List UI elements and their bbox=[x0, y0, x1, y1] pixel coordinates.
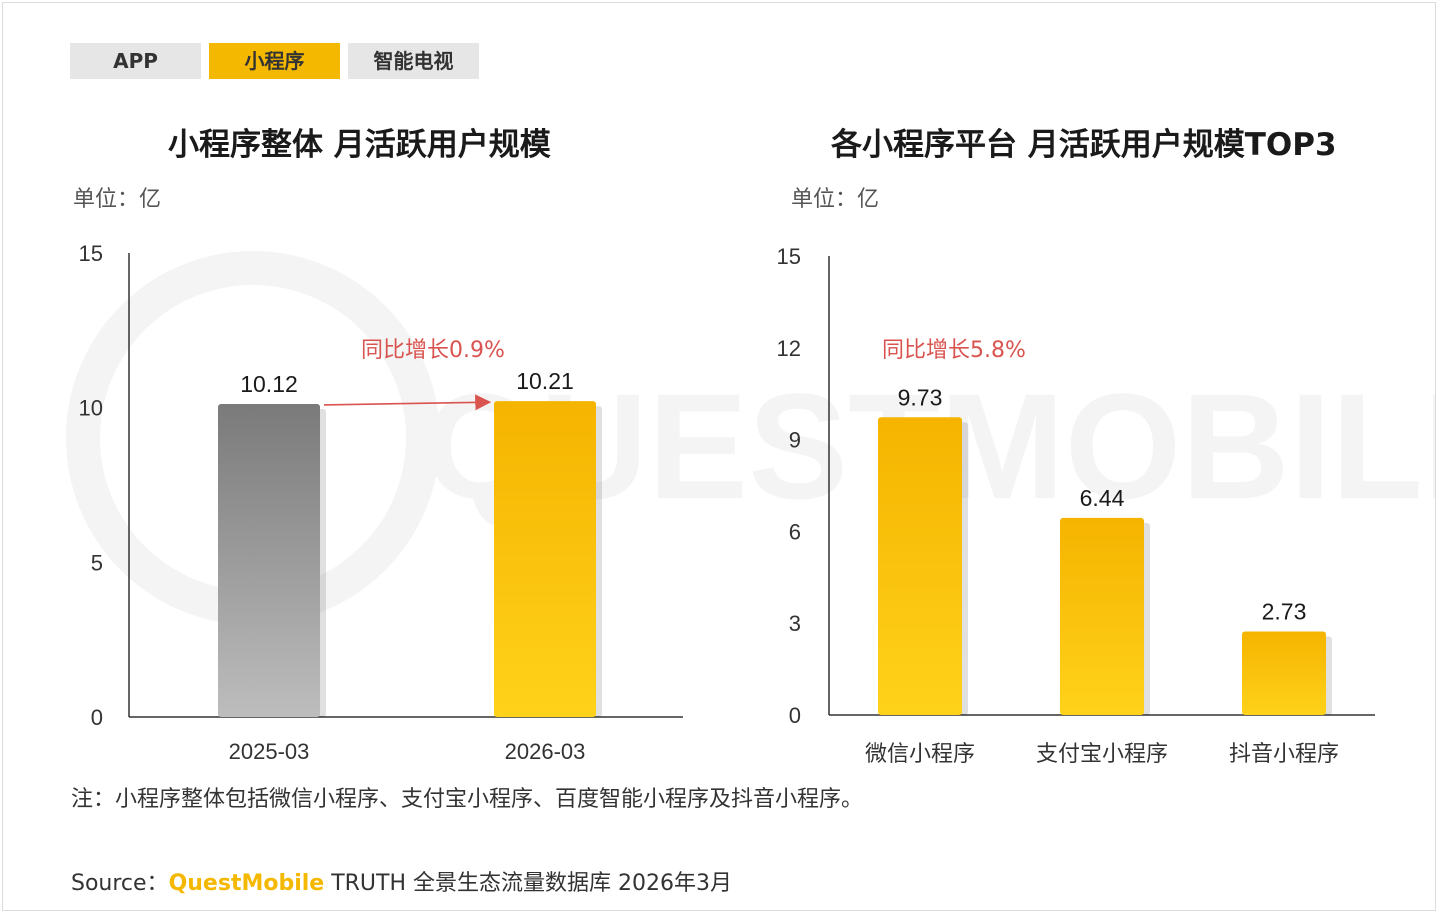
y-tick-label: 3 bbox=[789, 611, 801, 636]
bar-value-label: 10.12 bbox=[240, 371, 298, 397]
tab-smart-tv[interactable]: 智能电视 bbox=[348, 43, 479, 79]
y-tick-label: 0 bbox=[789, 703, 801, 728]
x-category-label: 抖音小程序 bbox=[1229, 741, 1339, 766]
overall-mau-chart: 0 5 10 15 10.12 2025-03 10.21 2026-03 同比增长0.9% 0 3… bbox=[79, 241, 1375, 766]
y-tick-label: 10 bbox=[79, 396, 103, 421]
x-category-label: 2025-03 bbox=[229, 739, 310, 764]
bar-value-label: 9.73 bbox=[898, 384, 943, 410]
bar-value-label: 6.44 bbox=[1080, 485, 1125, 511]
growth-arrow bbox=[323, 394, 492, 411]
y-tick-label: 12 bbox=[777, 336, 801, 361]
x-category-label: 支付宝小程序 bbox=[1036, 741, 1168, 766]
chart-unit-platforms: 单位：亿 bbox=[791, 187, 880, 212]
tab-mini-program[interactable]: 小程序 bbox=[209, 43, 340, 79]
growth-annotation: 同比增长0.9% bbox=[361, 338, 505, 363]
y-tick-label: 9 bbox=[789, 428, 801, 453]
y-tick-label: 15 bbox=[777, 244, 801, 269]
footnote: 注：小程序整体包括微信小程序、支付宝小程序、百度智能小程序及抖音小程序。 bbox=[71, 787, 864, 812]
bar bbox=[494, 401, 596, 717]
y-tick-label: 6 bbox=[789, 519, 801, 544]
bar-value-label: 2.73 bbox=[1262, 598, 1307, 624]
tab-app[interactable]: APP bbox=[70, 43, 201, 79]
source-rest: TRUTH 全景生态流量数据库 2026年3月 bbox=[324, 871, 732, 896]
bar bbox=[878, 417, 962, 715]
chart-title-platforms: 各小程序平台 月活跃用户规模TOP3 bbox=[831, 127, 1337, 163]
source-prefix: Source： bbox=[71, 871, 169, 896]
y-tick-label: 0 bbox=[91, 705, 103, 730]
chart-unit-overall: 单位：亿 bbox=[73, 187, 162, 212]
tab-bar: APP 小程序 智能电视 bbox=[70, 43, 479, 79]
x-category-label: 微信小程序 bbox=[865, 741, 975, 766]
y-tick-label: 15 bbox=[79, 241, 103, 266]
growth-annotation: 同比增长5.8% bbox=[882, 338, 1026, 363]
source-brand: QuestMobile bbox=[168, 871, 325, 896]
bar bbox=[1242, 631, 1326, 715]
x-category-label: 2026-03 bbox=[505, 739, 586, 764]
y-tick-label: 5 bbox=[91, 550, 103, 575]
bar-value-label: 10.21 bbox=[516, 368, 574, 394]
chart-title-overall: 小程序整体 月活跃用户规模 bbox=[168, 127, 551, 163]
bar bbox=[218, 403, 320, 717]
bar bbox=[1060, 517, 1144, 715]
source-line: Source：QuestMobile TRUTH 全景生态流量数据库 2026年… bbox=[71, 865, 732, 897]
